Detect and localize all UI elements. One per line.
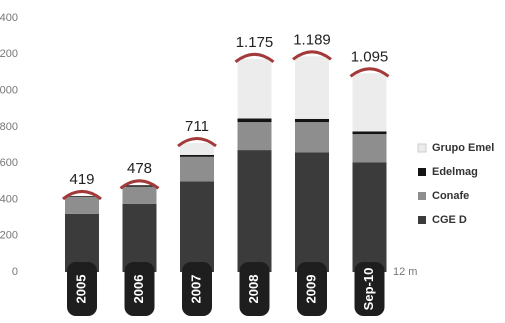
category-box	[124, 262, 155, 316]
x-tick-label: 2009	[303, 275, 318, 304]
bar-segment	[180, 156, 214, 182]
bar-segment	[65, 195, 99, 197]
annotation: 12 m	[393, 266, 417, 278]
total-label: 419	[69, 171, 94, 188]
bar-segment	[237, 58, 272, 119]
category-box	[354, 262, 385, 316]
total-arc	[349, 67, 390, 78]
total-label: 1.095	[351, 48, 389, 65]
y-tick-label: 800	[0, 121, 18, 133]
x-tick-label: Sep-10	[361, 268, 376, 311]
legend-label: Conafe	[432, 190, 469, 202]
legend-label: Edelmag	[432, 166, 478, 178]
bar-segment	[180, 154, 214, 157]
total-label: 478	[127, 160, 152, 177]
y-tick-label: 600	[0, 157, 18, 169]
y-tick-label: 1.200	[0, 48, 18, 60]
bar-segment	[180, 143, 214, 155]
legend-swatch	[418, 216, 426, 224]
y-tick-label: 400	[0, 193, 18, 205]
total-arc	[177, 137, 217, 148]
legend-label: Grupo Emel	[432, 142, 494, 154]
x-tick-label: 2008	[246, 275, 261, 304]
x-tick-label: 2006	[131, 275, 146, 304]
bar-segment	[295, 56, 329, 119]
category-box	[297, 262, 327, 316]
bar-segment	[352, 134, 387, 163]
legend-label: CGE D	[432, 214, 467, 226]
total-label: 1.189	[293, 31, 331, 48]
category-box	[67, 262, 97, 316]
total-arc	[234, 52, 275, 64]
total-label: 1.175	[236, 34, 274, 51]
y-tick-label: 200	[0, 230, 18, 242]
bar-segment	[352, 162, 387, 272]
category-box	[239, 262, 270, 316]
bar-segment	[352, 131, 387, 135]
bar-segment	[352, 73, 387, 132]
bar-segment	[237, 150, 272, 272]
y-tick-label: 1.000	[0, 84, 18, 96]
x-tick-label: 2007	[188, 275, 203, 304]
y-tick-label: 1.400	[0, 12, 18, 24]
legend-swatch	[418, 168, 426, 176]
bar-segment	[295, 152, 329, 272]
bar-segment	[122, 186, 157, 204]
total-arc	[62, 189, 102, 201]
bar-segment	[295, 118, 329, 123]
legend-swatch	[417, 143, 427, 153]
bar-segment	[295, 122, 329, 153]
total-arc	[119, 179, 160, 190]
bar-segment	[122, 185, 157, 187]
bar-segment	[122, 203, 157, 272]
y-tick-label: 0	[12, 266, 18, 278]
total-label: 711	[185, 118, 209, 135]
total-arc	[292, 50, 332, 61]
bar-segment	[237, 122, 272, 151]
category-box	[182, 262, 212, 316]
bar-segment	[237, 118, 272, 123]
x-tick-label: 2005	[73, 275, 88, 304]
legend-swatch	[418, 192, 426, 200]
bar-segment	[65, 196, 99, 214]
bar-segment	[180, 181, 214, 272]
